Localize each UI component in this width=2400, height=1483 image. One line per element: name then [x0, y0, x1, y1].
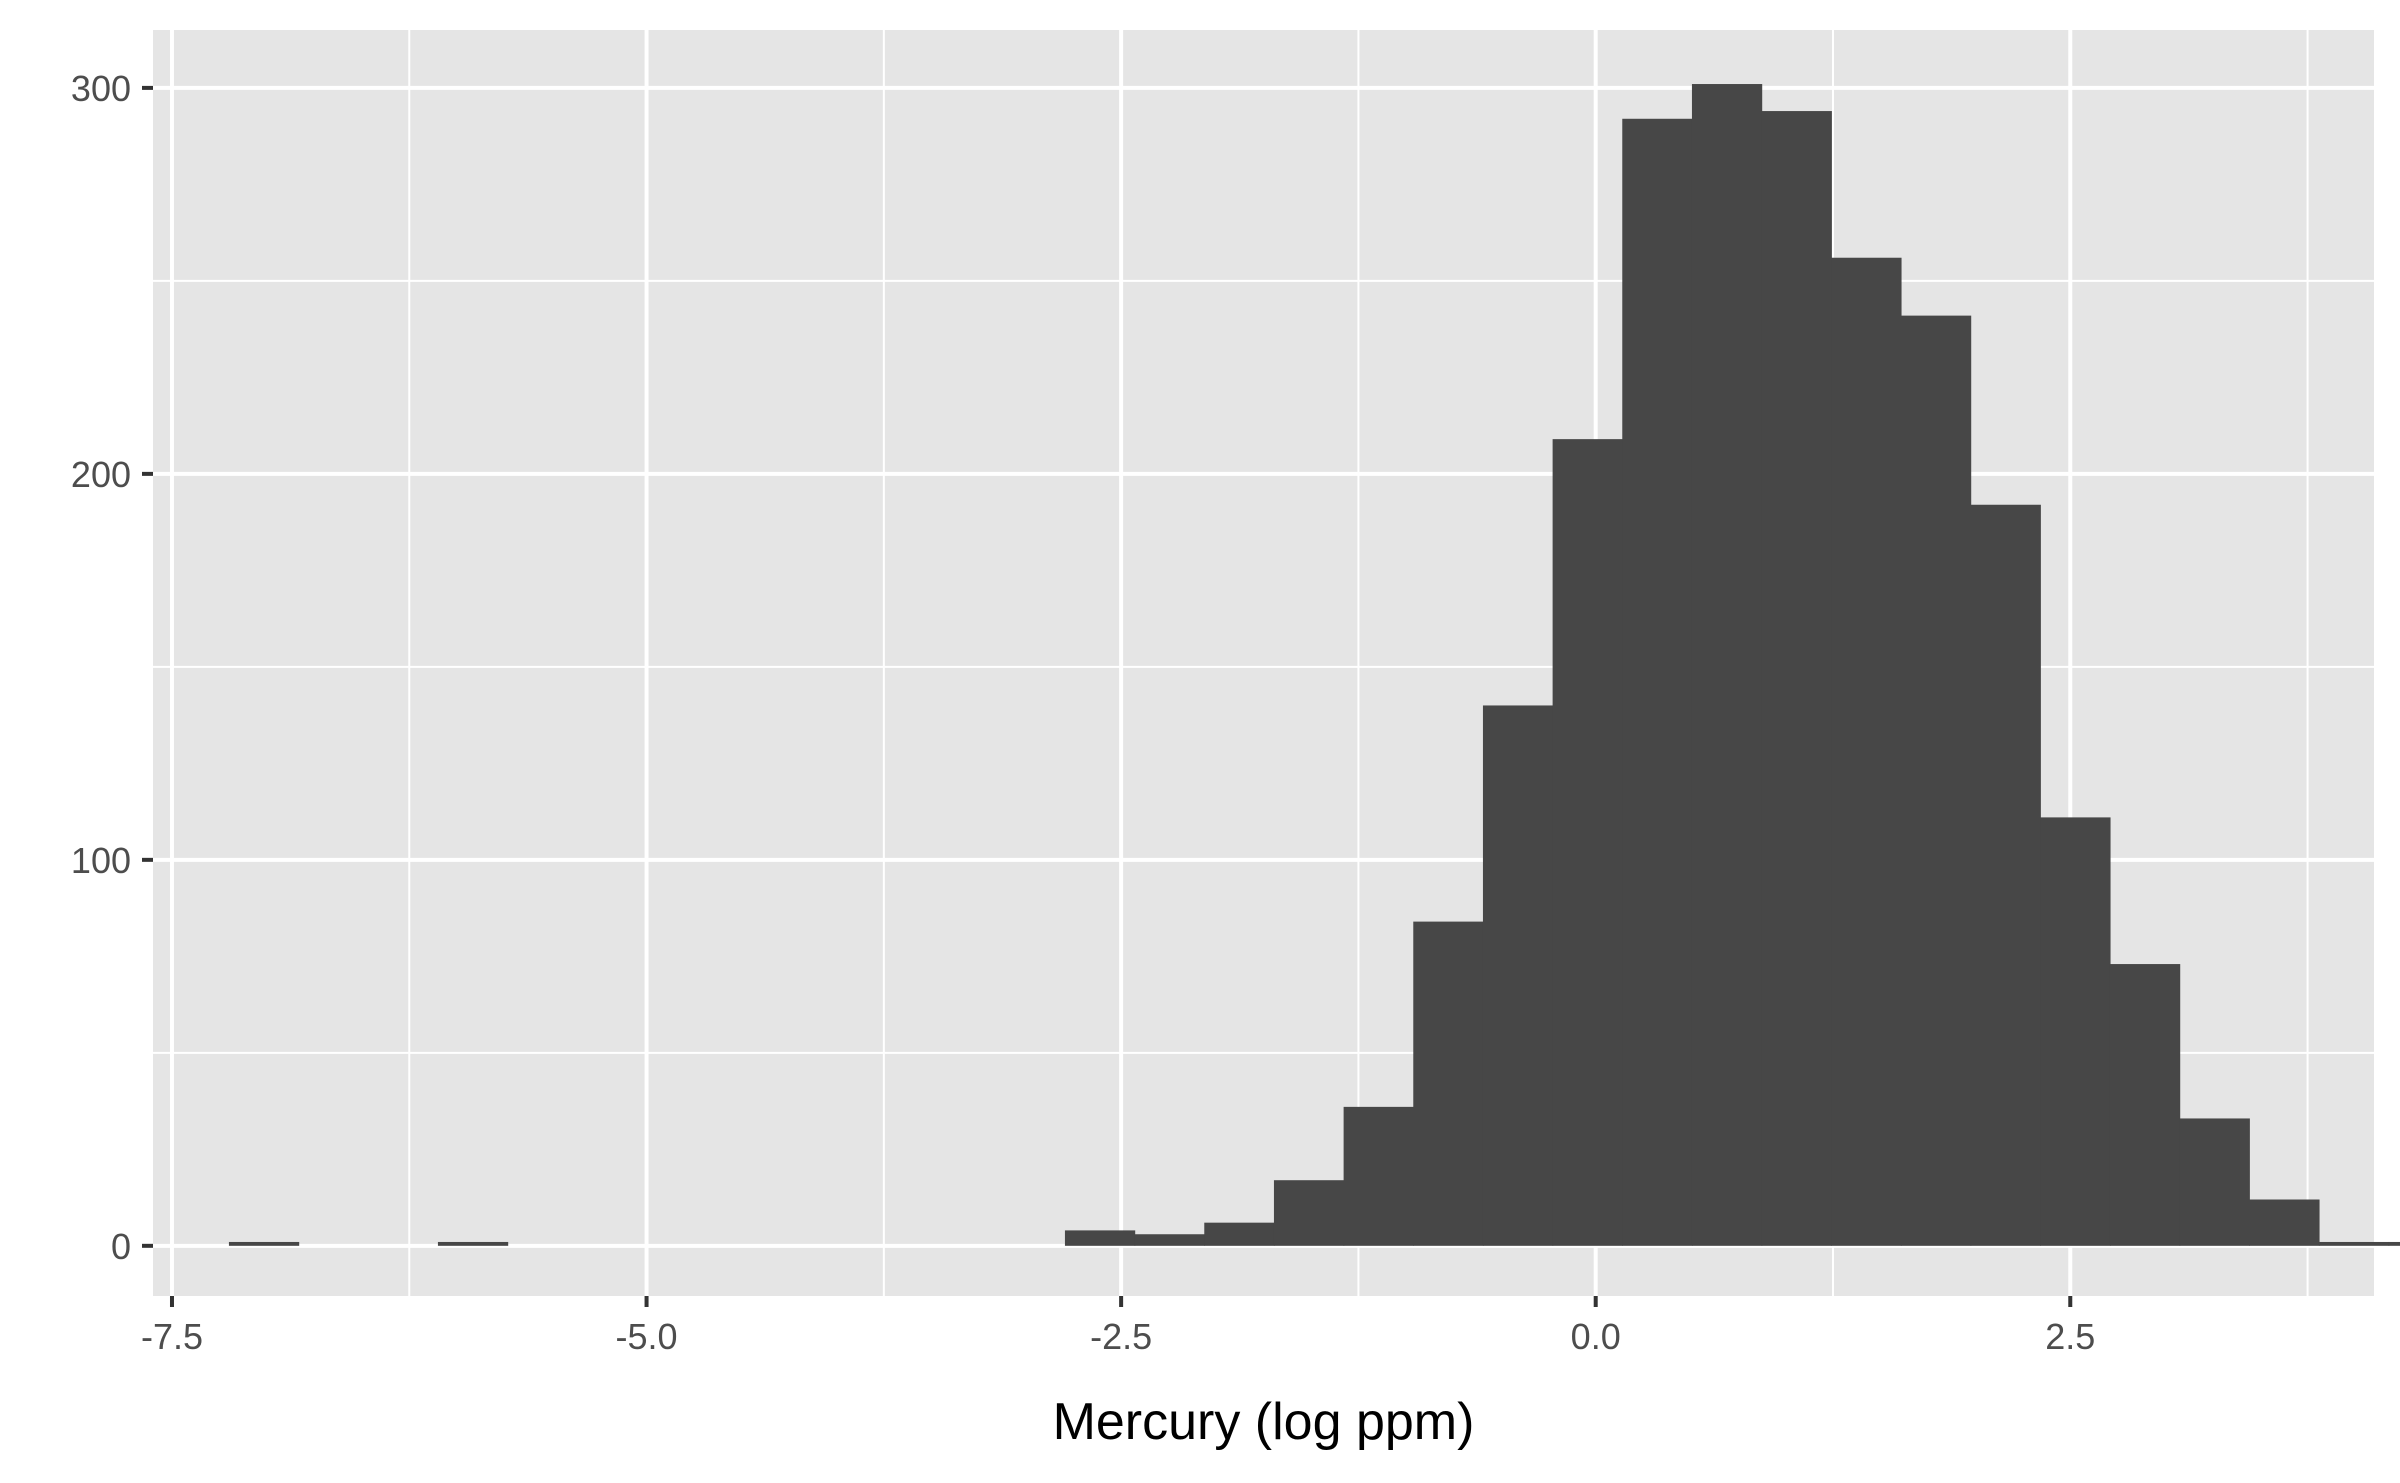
histogram-bar: [2318, 1241, 2390, 1246]
y-tick-label: 300: [71, 68, 131, 109]
histogram-bar: [1413, 921, 1484, 1246]
y-tick-label: 200: [71, 454, 131, 495]
x-axis: -7.5 -5.0 -2.5 0.0 2.5: [141, 1296, 2095, 1357]
histogram-bar: [2179, 1118, 2250, 1246]
histogram-bar: [1552, 439, 1623, 1246]
histogram-bar: [228, 1241, 300, 1246]
histogram-bar: [1831, 257, 1902, 1246]
histogram-bars: [228, 84, 2400, 1246]
x-tick-label: 0.0: [1571, 1316, 1621, 1357]
histogram-bar: [1761, 111, 1832, 1246]
histogram-bar: [1482, 705, 1554, 1246]
histogram-bar: [2040, 817, 2111, 1246]
y-axis: 0 100 200 300: [71, 68, 153, 1267]
y-tick-label: 0: [111, 1226, 131, 1267]
x-tick-label: -2.5: [1090, 1316, 1152, 1357]
histogram-bar: [1900, 315, 1972, 1246]
histogram-bar: [1622, 118, 1693, 1246]
histogram-bar: [1691, 84, 1763, 1246]
histogram-bar: [1204, 1222, 1275, 1246]
x-axis-title: Mercury (log ppm): [1053, 1393, 1475, 1451]
histogram-bar: [1343, 1106, 1414, 1246]
y-tick-label: 100: [71, 840, 131, 881]
histogram-bar: [1064, 1230, 1136, 1246]
histogram-bar: [1134, 1234, 1205, 1246]
histogram-bar: [2109, 964, 2181, 1246]
histogram-bar: [2388, 1241, 2400, 1246]
histogram-bar: [2249, 1199, 2320, 1246]
histogram-bar: [437, 1241, 509, 1246]
histogram-bar: [1970, 504, 2041, 1246]
x-tick-label: 2.5: [2045, 1316, 2095, 1357]
x-tick-label: -5.0: [616, 1316, 678, 1357]
histogram-bar: [1273, 1180, 1345, 1246]
x-tick-label: -7.5: [141, 1316, 203, 1357]
